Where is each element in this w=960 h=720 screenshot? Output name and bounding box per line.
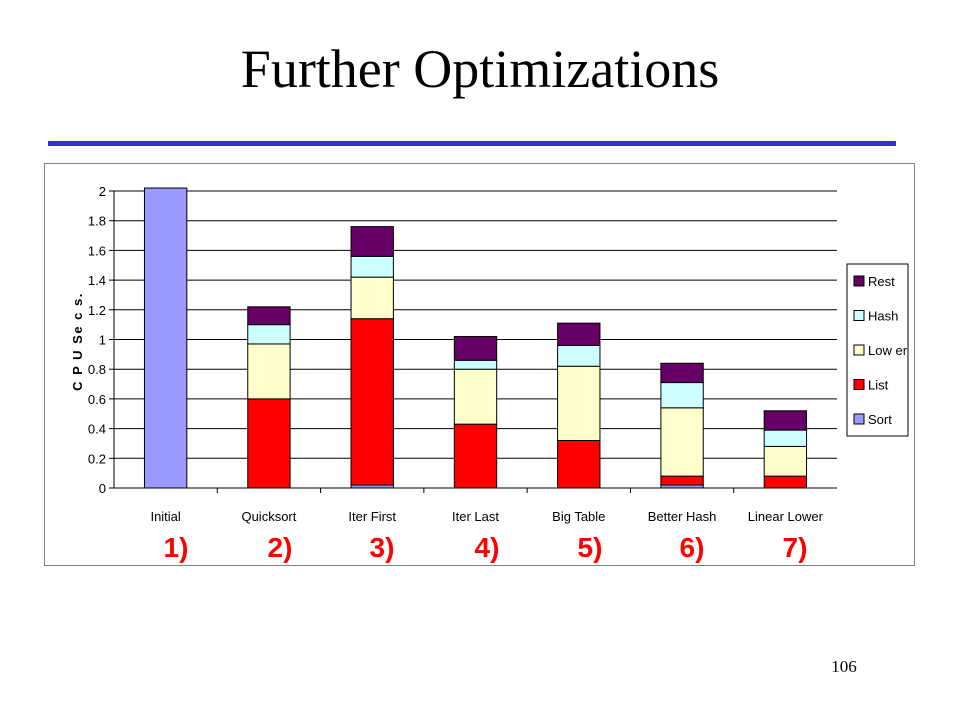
bar-segment-hash (350, 255, 394, 278)
bar-segment-list (247, 398, 291, 489)
legend-label: Low er (868, 343, 908, 358)
bar-segment-lower (453, 368, 498, 425)
bar-segment-lower (557, 365, 601, 441)
legend-swatch (853, 275, 865, 287)
x-tick-label: Big Table (552, 509, 605, 524)
stacked-bar-chart: 0 0.2 0.4 0.6 0.8 1 1.2 1.4 1.6 1.8 2 C P U Se c s.… (70, 184, 909, 524)
bar-segment-lower (247, 343, 291, 400)
bar-segment-hash (660, 382, 704, 409)
step-label: 3) (369, 532, 395, 563)
y-tick-label: 0.6 (88, 392, 106, 407)
legend-label: List (868, 378, 889, 393)
step-label: 6) (679, 532, 705, 563)
x-tick-label: Better Hash (648, 509, 717, 524)
y-tick-label: 0.4 (88, 422, 106, 437)
page-number: 106 (831, 657, 857, 676)
bar-segment-rest (557, 322, 601, 346)
step-label: 5) (577, 532, 603, 563)
x-tick-label: Initial (150, 509, 180, 524)
y-tick-label: 0.8 (88, 362, 106, 377)
y-tick-label: 2 (99, 184, 106, 199)
legend-swatch (853, 344, 865, 356)
bar-segment-sort (143, 187, 188, 489)
bar-segment-rest (350, 226, 394, 257)
bar-segment-list (660, 475, 704, 486)
bar-segment-list (557, 439, 601, 489)
step-label: 7) (782, 532, 808, 563)
y-tick-label: 1.4 (88, 273, 106, 288)
y-axis-title: C P U Se c s. (70, 292, 85, 391)
slide-title: Further Optimizations (240, 39, 720, 99)
bar-segment-hash (557, 344, 601, 367)
bar-segment-rest (453, 336, 498, 361)
y-tick-label: 0 (99, 481, 106, 496)
y-tick-label: 1.8 (88, 214, 106, 229)
bar-segment-lower (660, 407, 704, 477)
y-tick-label: 1 (99, 333, 106, 348)
bar-segment-hash (247, 324, 291, 345)
bar-segment-rest (247, 306, 291, 326)
bar-segment-lower (763, 445, 808, 477)
legend-swatch (853, 310, 865, 321)
x-tick-label: Iter Last (452, 509, 499, 524)
legend-label: Hash (868, 309, 898, 324)
y-tick-label: 0.2 (88, 451, 106, 466)
bar-segment-rest (763, 410, 808, 431)
bar-segment-list (453, 423, 498, 489)
step-label: 2) (267, 532, 293, 563)
step-label: 4) (474, 532, 500, 563)
legend-swatch (853, 413, 865, 425)
legend-swatch (853, 379, 865, 390)
y-tick-label: 1.6 (88, 243, 106, 258)
step-labels: 1) 2) 3) 4) 5) 6) 7) (0, 532, 960, 572)
x-tick-label: Linear Lower (748, 509, 824, 524)
x-tick-label: Quicksort (241, 509, 296, 524)
step-label: 1) (163, 532, 189, 563)
x-tick-label: Iter First (348, 509, 396, 524)
bar-segment-hash (763, 429, 808, 447)
legend-label: Sort (868, 412, 892, 427)
bar-segment-rest (660, 362, 704, 384)
bar-segment-hash (453, 359, 498, 370)
bar-segment-list (350, 318, 394, 486)
y-tick-label: 1.2 (88, 303, 106, 318)
legend-label: Rest (868, 274, 895, 289)
bar-segment-list (763, 475, 808, 489)
bar-segment-lower (350, 276, 394, 320)
title-rule (48, 141, 896, 146)
